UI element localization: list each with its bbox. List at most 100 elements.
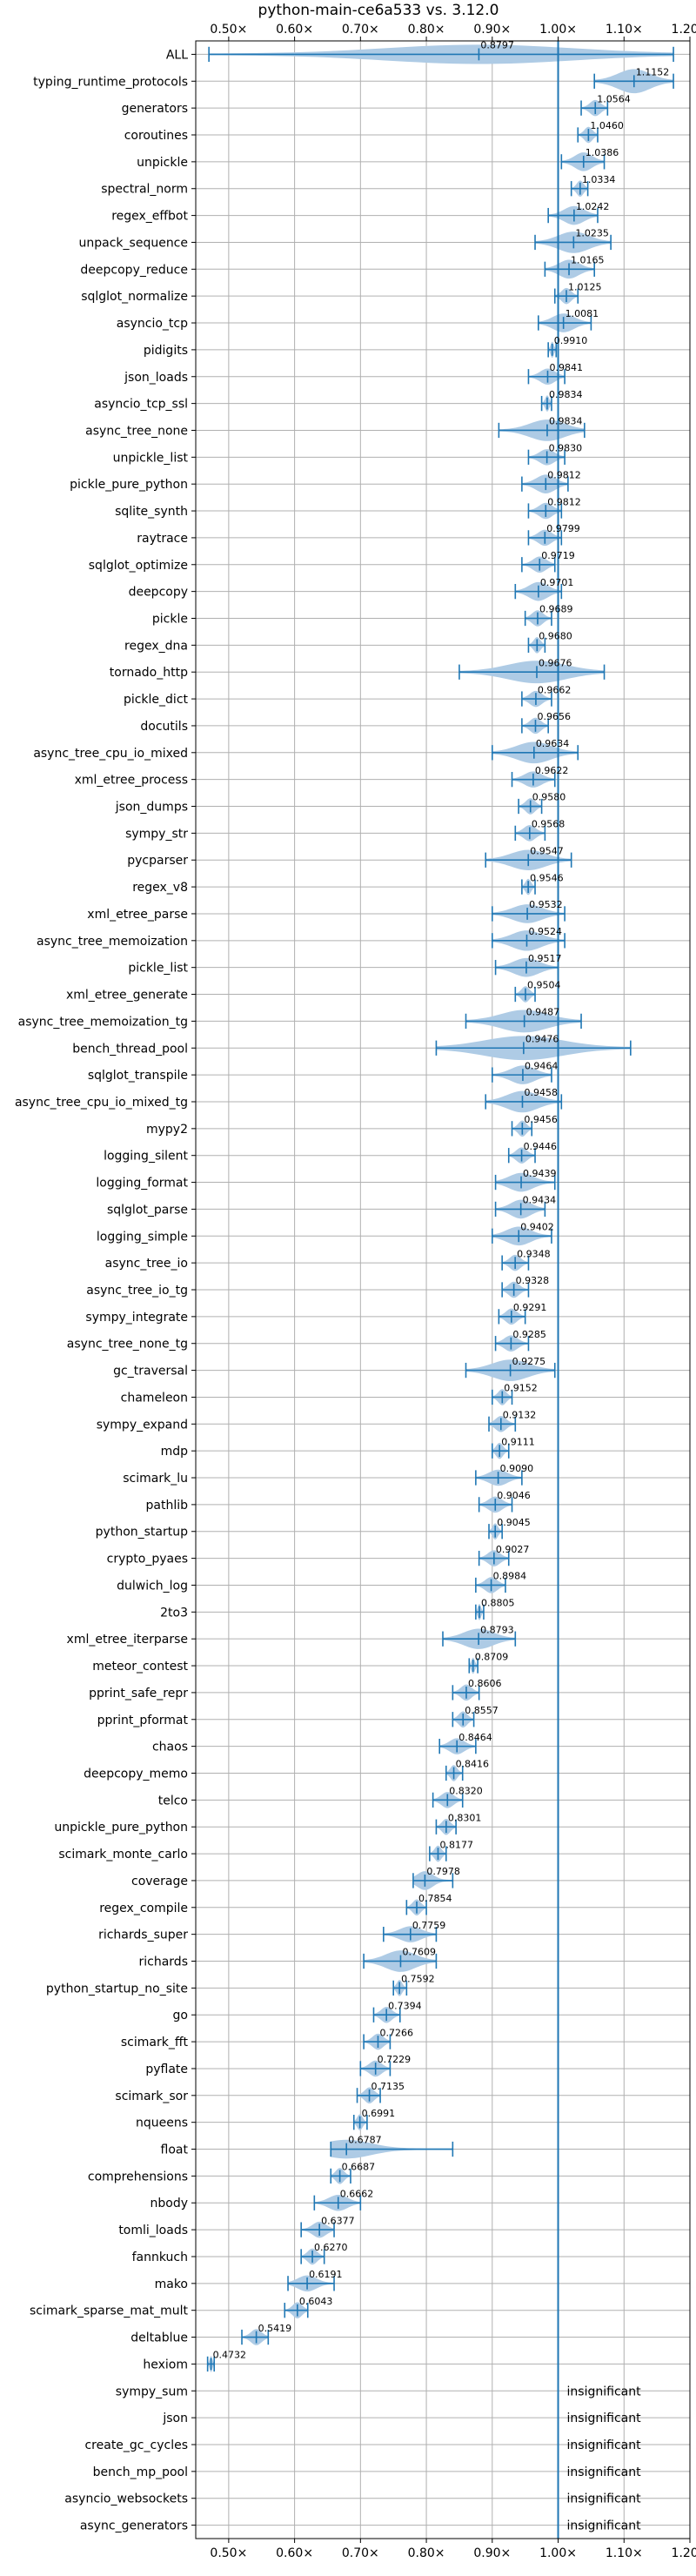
value-label: 0.9580 — [532, 792, 566, 803]
benchmark-label: tomli_loads — [118, 2224, 188, 2237]
benchmark-label: ALL — [166, 48, 188, 62]
benchmark-label: pickle_pure_python — [70, 478, 188, 492]
benchmark-label: bench_thread_pool — [72, 1042, 188, 1056]
x-tick-label-bottom: 0.50× — [210, 2546, 247, 2560]
value-label: 0.9487 — [526, 1007, 560, 1018]
value-label: 0.9152 — [504, 1383, 538, 1394]
value-label: 0.8416 — [456, 1759, 490, 1770]
x-tick-label-bottom: 0.70× — [342, 2546, 379, 2560]
value-label: 0.9046 — [497, 1490, 531, 1501]
benchmark-label: xml_etree_iterparse — [67, 1633, 188, 1647]
benchmark-label: pyflate — [145, 2063, 188, 2076]
benchmark-label: pprint_pformat — [97, 1714, 189, 1727]
benchmark-label: mypy2 — [146, 1123, 188, 1137]
benchmark-label: fannkuch — [132, 2251, 188, 2264]
value-label: 0.6043 — [299, 2296, 333, 2307]
benchmark-label: mdp — [161, 1445, 189, 1459]
insignificant-label: insignificant — [567, 2438, 642, 2452]
tick-layer: 0.50× 0.50× 0.60× 0.60× 0.70× 0.70× 0.80× 0.80×… — [15, 23, 696, 2560]
value-label: 0.9546 — [530, 872, 564, 883]
value-label: 0.9830 — [549, 443, 583, 454]
insignificant-label: insignificant — [567, 2465, 642, 2479]
value-label: 0.9504 — [527, 980, 561, 991]
benchmark-label: xml_etree_generate — [66, 989, 188, 1003]
value-label: 0.6191 — [309, 2269, 343, 2280]
benchmark-label: async_tree_cpu_io_mixed — [33, 747, 188, 761]
value-label: 0.9680 — [539, 631, 572, 642]
value-label: 1.0242 — [576, 201, 610, 212]
value-label: 0.9132 — [503, 1410, 537, 1421]
benchmark-label: chameleon — [121, 1391, 188, 1405]
value-label: 0.9291 — [513, 1302, 547, 1313]
value-label: 0.9027 — [496, 1544, 530, 1555]
benchmark-label: pathlib — [146, 1499, 189, 1513]
benchmark-label: regex_dna — [124, 639, 188, 653]
value-label: 1.0460 — [590, 120, 624, 131]
benchmark-label: pidigits — [144, 344, 188, 358]
benchmark-label: docutils — [140, 720, 188, 734]
value-label: 0.9656 — [537, 711, 571, 722]
value-label: 0.9275 — [512, 1356, 546, 1367]
benchmark-label: python_startup — [96, 1526, 188, 1540]
benchmark-label: gc_traversal — [113, 1365, 188, 1379]
benchmark-label: regex_compile — [99, 1902, 188, 1915]
value-label: 0.9111 — [501, 1436, 535, 1447]
benchmark-label: xml_etree_process — [75, 774, 188, 788]
benchmark-label: sqlglot_normalize — [81, 290, 188, 304]
benchmark-label: logging_silent — [104, 1150, 188, 1164]
benchmark-label: xml_etree_parse — [87, 908, 188, 922]
value-label: 1.0081 — [566, 308, 599, 319]
benchmark-label: spectral_norm — [101, 183, 188, 197]
benchmark-label: 2to3 — [160, 1606, 188, 1620]
benchmark-label: sqlglot_optimize — [89, 559, 188, 573]
benchmark-label: pickle — [152, 612, 188, 626]
value-label: 0.8797 — [480, 40, 514, 51]
benchmark-label: meteor_contest — [92, 1660, 188, 1674]
value-label: 0.9622 — [535, 765, 569, 776]
benchmark-label: telco — [158, 1794, 188, 1808]
value-label: 0.6687 — [342, 2162, 376, 2173]
benchmark-label: scimark_sparse_mat_mult — [30, 2304, 188, 2318]
value-label: 0.8320 — [449, 1786, 483, 1797]
value-label: 0.7759 — [412, 1920, 446, 1931]
x-tick-label-bottom: 1.00× — [539, 2546, 577, 2560]
benchmark-label: bench_mp_pool — [93, 2465, 188, 2479]
value-label: 0.9834 — [549, 416, 583, 427]
benchmark-label: async_tree_cpu_io_mixed_tg — [15, 1096, 188, 1110]
benchmark-label: unpack_sequence — [79, 236, 188, 250]
benchmark-label: nqueens — [136, 2116, 188, 2130]
value-label: 0.9568 — [532, 819, 566, 830]
benchmark-label: async_tree_io — [105, 1257, 188, 1271]
benchmark-label: pycparser — [127, 854, 188, 868]
x-tick-label-top: 0.60× — [276, 23, 313, 37]
benchmark-label: raytrace — [137, 532, 188, 546]
benchmark-label: coverage — [131, 1875, 188, 1888]
value-label: 0.8709 — [475, 1651, 509, 1662]
benchmark-label: dulwich_log — [117, 1579, 188, 1593]
benchmark-label: asyncio_tcp_ssl — [94, 398, 188, 412]
benchmark-label: unpickle_pure_python — [54, 1821, 188, 1835]
value-label: 0.6787 — [348, 2135, 382, 2146]
benchmark-label: deepcopy_memo — [84, 1767, 188, 1781]
value-label: 0.9328 — [516, 1275, 550, 1286]
value-label: 0.9799 — [546, 523, 580, 534]
value-label: 0.9812 — [547, 496, 581, 507]
x-tick-label-bottom: 0.90× — [473, 2546, 511, 2560]
benchmark-label: python_startup_no_site — [46, 1982, 188, 1996]
value-label: 1.0386 — [586, 147, 619, 158]
x-tick-label-top: 0.50× — [210, 23, 247, 37]
benchmark-label: json — [162, 2412, 188, 2425]
benchmark-label: generators — [122, 102, 188, 116]
value-label: 0.8301 — [448, 1812, 482, 1823]
benchmark-label: richards_super — [98, 1929, 188, 1942]
value-label: 0.7978 — [426, 1866, 459, 1877]
x-tick-label-bottom: 0.80× — [408, 2546, 445, 2560]
benchmark-label: pickle_dict — [124, 693, 189, 707]
value-label: 0.8793 — [480, 1624, 514, 1635]
value-label: 0.9701 — [540, 577, 574, 588]
value-label: 1.0165 — [571, 255, 605, 266]
benchmark-label: json_loads — [124, 371, 188, 385]
benchmark-label: scimark_fft — [121, 2036, 189, 2049]
benchmark-label: create_gc_cycles — [84, 2438, 188, 2452]
